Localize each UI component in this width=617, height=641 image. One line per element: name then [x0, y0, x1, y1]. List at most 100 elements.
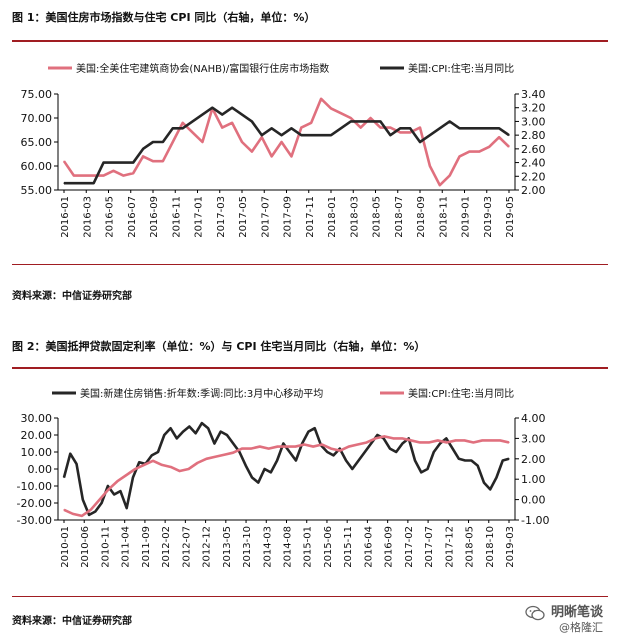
- data-point: [241, 141, 243, 143]
- left-tick-label: 20.00: [21, 429, 53, 442]
- data-point: [82, 499, 84, 501]
- series-line-0: [62, 421, 510, 517]
- data-point: [508, 458, 510, 460]
- legend: 美国:全美住宅建筑商协会(NAHB)/富国银行住房市场指数 美国:CPI:住宅:当…: [48, 62, 514, 75]
- legend-label-1: 美国:CPI:住宅:当月同比: [408, 62, 514, 75]
- data-point: [340, 127, 342, 129]
- figure-1-top-rule: [12, 40, 608, 42]
- data-point: [152, 160, 154, 162]
- data-point: [119, 490, 122, 492]
- data-point: [320, 98, 322, 100]
- data-point: [446, 441, 448, 444]
- data-point: [88, 514, 90, 516]
- data-point: [176, 437, 178, 439]
- data-point: [107, 488, 110, 490]
- x-tick-label: 2017-11: [305, 196, 316, 238]
- x-tick-label: 2016-09: [149, 196, 160, 238]
- x-tick-label: 2018-05: [465, 526, 476, 568]
- data-point: [285, 445, 288, 448]
- x-tick-label: 2017-03: [216, 196, 227, 238]
- right-tick-label: 2.80: [521, 129, 546, 142]
- data-point: [205, 458, 207, 460]
- x-tick-label: 2012-07: [181, 526, 192, 568]
- left-tick-label: 0.00: [28, 463, 53, 476]
- data-point: [320, 134, 322, 136]
- x-tick-label: 2019-03: [483, 196, 494, 238]
- data-point: [63, 476, 65, 479]
- data-point: [445, 437, 447, 439]
- series-0: [62, 421, 510, 517]
- data-point: [143, 464, 145, 466]
- wechat-icon: [525, 605, 545, 621]
- right-tick-label: 2.00: [521, 184, 546, 197]
- data-point: [295, 459, 297, 462]
- data-point: [481, 439, 483, 442]
- data-point: [271, 155, 273, 157]
- data-point: [369, 120, 372, 123]
- right-tick-label: 3.20: [521, 102, 546, 115]
- data-point: [112, 170, 115, 172]
- data-point: [449, 120, 451, 123]
- data-point: [499, 439, 501, 442]
- data-point: [245, 465, 247, 467]
- data-point: [188, 425, 190, 428]
- data-point: [307, 431, 310, 433]
- left-tick-label: 60.00: [21, 160, 53, 173]
- data-point: [339, 450, 341, 452]
- data-point: [163, 434, 165, 436]
- data-point: [498, 127, 500, 129]
- x-tick-label: 2017-07: [260, 196, 271, 238]
- data-point: [458, 458, 460, 460]
- x-tick-label: 2018-09: [416, 196, 427, 238]
- data-point: [383, 435, 385, 437]
- data-point: [112, 161, 115, 164]
- data-point: [502, 459, 504, 462]
- data-point: [395, 451, 397, 453]
- data-point: [389, 134, 391, 136]
- data-point: [201, 422, 203, 424]
- x-tick-label: 2018-05: [372, 196, 383, 238]
- x-tick-label: 2011-09: [141, 526, 152, 568]
- data-point: [75, 463, 78, 465]
- data-point: [420, 471, 422, 473]
- data-point: [170, 466, 172, 468]
- data-point: [122, 175, 124, 177]
- data-point: [125, 474, 127, 476]
- x-tick-label: 2019-01: [461, 196, 472, 238]
- data-point: [122, 161, 124, 164]
- data-point: [132, 172, 134, 174]
- data-point: [490, 439, 492, 442]
- data-point: [321, 443, 323, 446]
- legend-label-0: 美国:全美住宅建筑商协会(NAHB)/富国银行住房市场指数: [76, 62, 329, 75]
- data-point: [360, 120, 362, 123]
- x-tick-label: 2018-03: [349, 196, 360, 238]
- data-point: [191, 120, 194, 123]
- watermark: 明晰笔谈 @格隆汇: [525, 605, 603, 635]
- data-point: [458, 127, 461, 129]
- data-point: [250, 448, 252, 450]
- data-point: [261, 136, 263, 138]
- series-line-0: [62, 97, 510, 187]
- data-point: [93, 175, 95, 177]
- data-point: [366, 441, 368, 444]
- x-tick-label: 2018-01: [327, 196, 338, 238]
- data-point: [132, 476, 134, 479]
- data-point: [261, 134, 263, 136]
- data-point: [508, 134, 510, 136]
- data-point: [116, 480, 118, 482]
- data-point: [132, 161, 134, 164]
- x-tick-label: 2015-01: [303, 526, 314, 568]
- data-point: [360, 127, 362, 129]
- data-point: [93, 182, 95, 184]
- data-point: [426, 468, 429, 470]
- data-point: [196, 462, 199, 464]
- data-point: [113, 493, 115, 496]
- data-point: [314, 427, 316, 429]
- data-point: [433, 451, 435, 453]
- data-point: [268, 448, 270, 450]
- data-point: [179, 470, 181, 472]
- data-point: [290, 127, 293, 129]
- x-tick-label: 2012-12: [202, 526, 213, 568]
- data-point: [294, 445, 296, 448]
- data-point: [83, 175, 85, 177]
